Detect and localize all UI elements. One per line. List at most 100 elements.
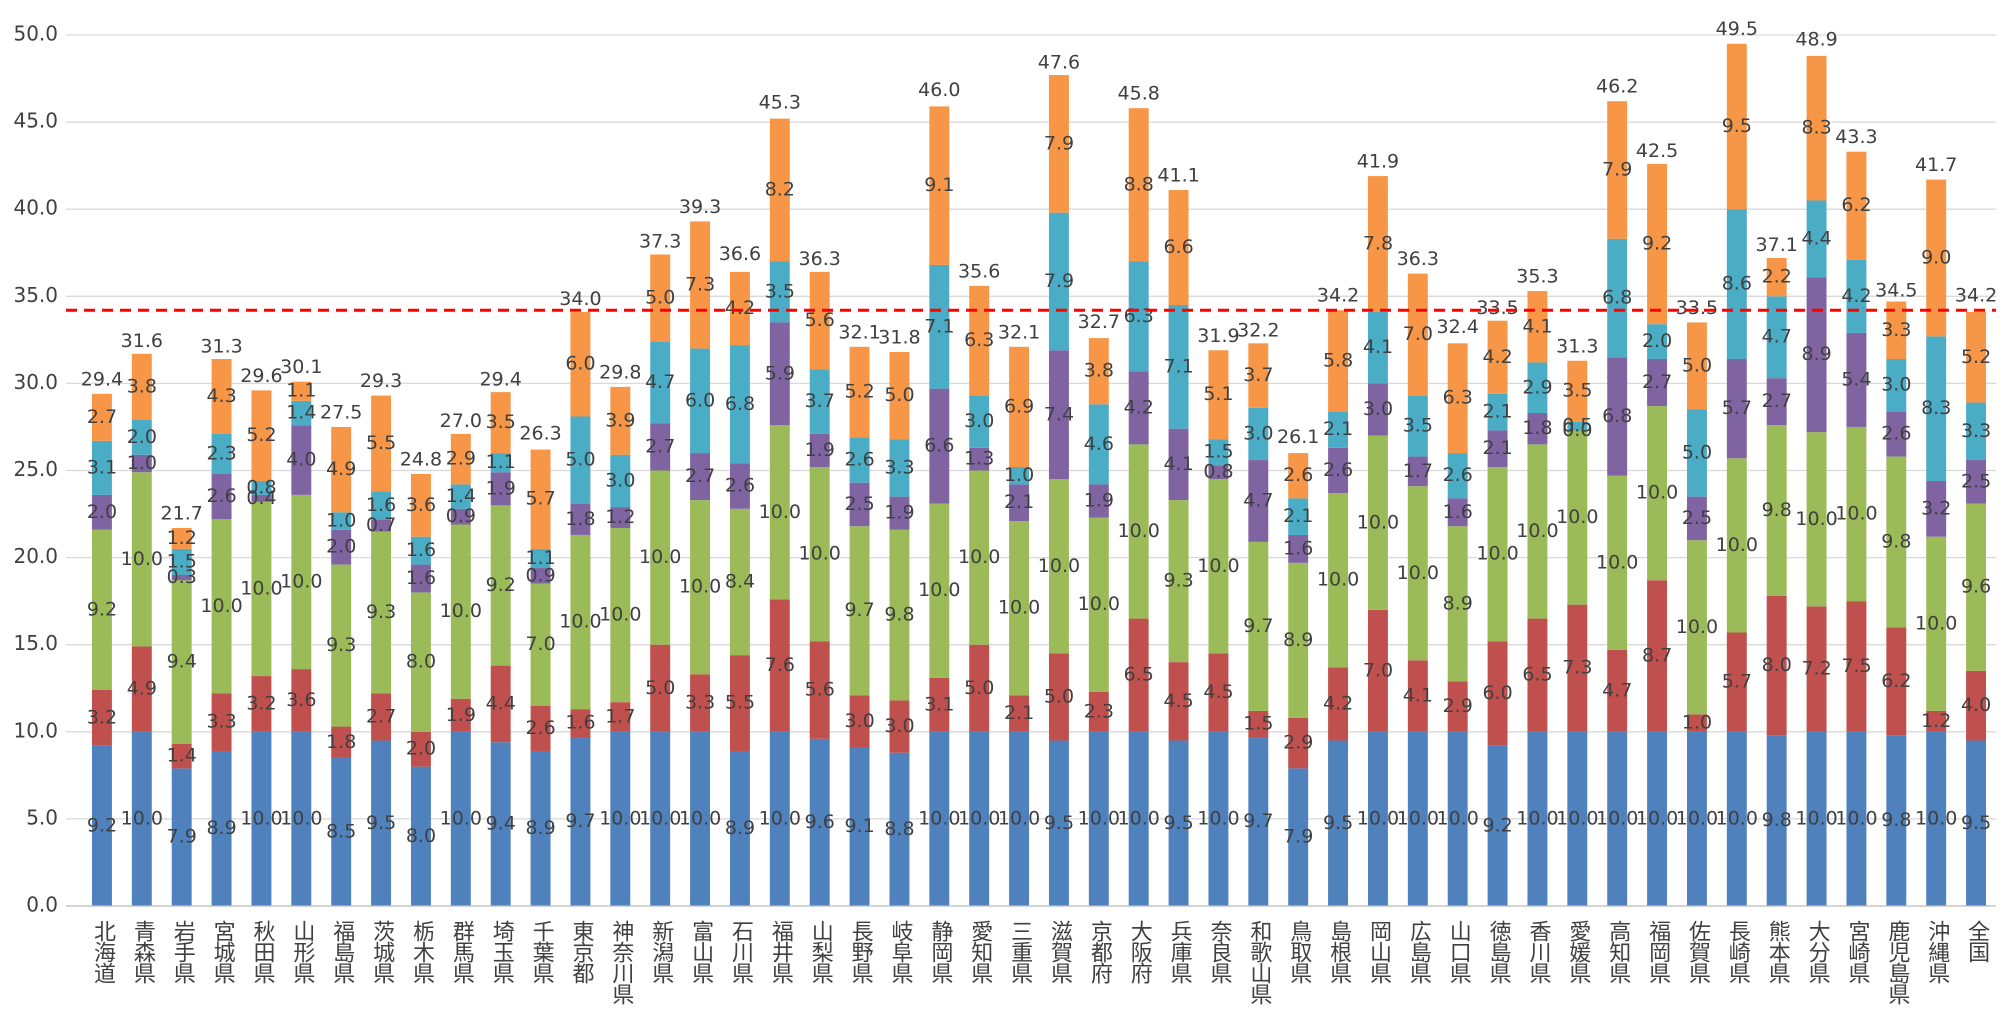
- data-label: 10.0: [1636, 807, 1678, 829]
- total-label: 32.1: [998, 321, 1040, 343]
- bar-segment: [530, 705, 551, 751]
- y-tick-label: 50.0: [13, 22, 58, 46]
- data-label: 8.9: [206, 817, 236, 839]
- data-label: 5.0: [1682, 442, 1712, 464]
- bar-segment: [610, 731, 631, 906]
- bar-segment: [410, 766, 431, 906]
- x-tick-label: 鹿児島県: [1884, 920, 1910, 1004]
- bar-segment: [1926, 731, 1947, 906]
- data-label: 7.8: [1363, 233, 1393, 255]
- data-label: 6.3: [1124, 305, 1154, 327]
- data-label: 1.6: [366, 494, 396, 516]
- bar-segment: [410, 536, 431, 565]
- total-label: 42.5: [1636, 140, 1678, 162]
- x-tick-label: 愛知県: [967, 920, 993, 983]
- total-label: 32.7: [1078, 311, 1120, 333]
- bar-segment: [1806, 277, 1827, 433]
- total-label: 45.8: [1118, 83, 1160, 105]
- data-label: 3.5: [1562, 380, 1592, 402]
- data-label: 2.1: [1482, 401, 1512, 423]
- bar-segment: [929, 503, 950, 678]
- data-label: 4.4: [486, 692, 516, 714]
- data-label: 9.5: [1163, 812, 1193, 834]
- data-label: 8.8: [1124, 173, 1154, 195]
- data-label: 1.4: [286, 402, 316, 424]
- bar-segment: [211, 359, 232, 434]
- bar-segment: [1926, 336, 1947, 481]
- bar-segment: [889, 439, 910, 497]
- bar-segment: [1248, 343, 1269, 408]
- bar-segment: [929, 264, 950, 389]
- bar-segment: [131, 646, 152, 732]
- data-label: 3.3: [1961, 420, 1991, 442]
- bar-segment: [171, 527, 192, 549]
- bar-segment: [371, 693, 392, 741]
- data-label: 9.1: [924, 174, 954, 196]
- data-label: 10.0: [440, 600, 482, 622]
- x-tick-label: 福島県: [329, 920, 355, 983]
- x-tick-label: 沖縄県: [1924, 920, 1950, 983]
- data-label: 5.6: [805, 309, 835, 331]
- bar-segment: [410, 731, 431, 767]
- data-label: 10.0: [1476, 543, 1518, 565]
- bar-segment: [1926, 710, 1947, 732]
- bar-segment: [1367, 176, 1388, 312]
- data-label: 8.9: [1801, 343, 1831, 365]
- bar-segment: [1806, 731, 1827, 906]
- total-label: 27.0: [440, 410, 482, 432]
- data-label: 4.1: [1163, 453, 1193, 475]
- bar-segment: [690, 500, 711, 675]
- data-label: 10.0: [240, 577, 282, 599]
- bar-segment: [729, 655, 750, 751]
- data-label: 3.5: [1403, 415, 1433, 437]
- data-label: 2.6: [1881, 422, 1911, 444]
- bar-segment: [1367, 311, 1388, 384]
- data-label: 10.0: [759, 501, 801, 523]
- data-label: 7.0: [525, 633, 555, 655]
- data-label: 1.5: [1203, 441, 1233, 463]
- total-label: 26.3: [519, 422, 561, 444]
- bar-segment: [570, 709, 591, 738]
- bar-segment: [809, 369, 830, 434]
- data-label: 10.0: [1716, 534, 1758, 556]
- x-tick-label: 宮崎県: [1844, 920, 1870, 983]
- bar-segment: [809, 738, 830, 906]
- data-label: 1.9: [486, 477, 516, 499]
- x-tick-label: 熊本県: [1764, 920, 1790, 983]
- bar-segment: [1607, 731, 1628, 906]
- bar-segment: [650, 254, 671, 342]
- bar-segment: [1208, 653, 1229, 732]
- data-label: 8.9: [1443, 592, 1473, 614]
- bar-segment: [1806, 432, 1827, 607]
- bar-segment: [1367, 609, 1388, 732]
- total-label: 31.3: [200, 335, 242, 357]
- data-label: 10.0: [1716, 807, 1758, 829]
- data-label: 6.2: [1841, 194, 1871, 216]
- x-tick-label: 島根県: [1326, 920, 1352, 983]
- data-label: 7.3: [1562, 657, 1592, 679]
- total-label: 41.1: [1157, 165, 1199, 187]
- bar-segment: [1328, 447, 1349, 494]
- bar-segment: [1407, 273, 1428, 396]
- data-label: 2.1: [1482, 437, 1512, 459]
- data-label: 5.7: [1722, 397, 1752, 419]
- bar-segment: [291, 425, 312, 495]
- data-label: 10.0: [918, 807, 960, 829]
- data-label: 3.7: [805, 390, 835, 412]
- bar-segment: [1009, 731, 1030, 906]
- total-label: 43.3: [1835, 126, 1877, 148]
- data-label: 7.9: [1044, 270, 1074, 292]
- bar-segment: [1288, 498, 1309, 535]
- data-label: 2.7: [645, 435, 675, 457]
- data-label: 2.7: [1762, 390, 1792, 412]
- x-tick-label: 岩手県: [169, 920, 195, 983]
- total-label: 34.0: [559, 288, 601, 310]
- data-label: 9.2: [1482, 814, 1512, 836]
- data-label: 2.7: [87, 406, 117, 428]
- data-label: 5.0: [884, 384, 914, 406]
- data-label: 10.0: [121, 548, 163, 570]
- bar-segment: [929, 677, 950, 732]
- bar-segment: [1766, 296, 1787, 379]
- total-label: 36.6: [719, 243, 761, 265]
- data-label: 9.4: [486, 813, 516, 835]
